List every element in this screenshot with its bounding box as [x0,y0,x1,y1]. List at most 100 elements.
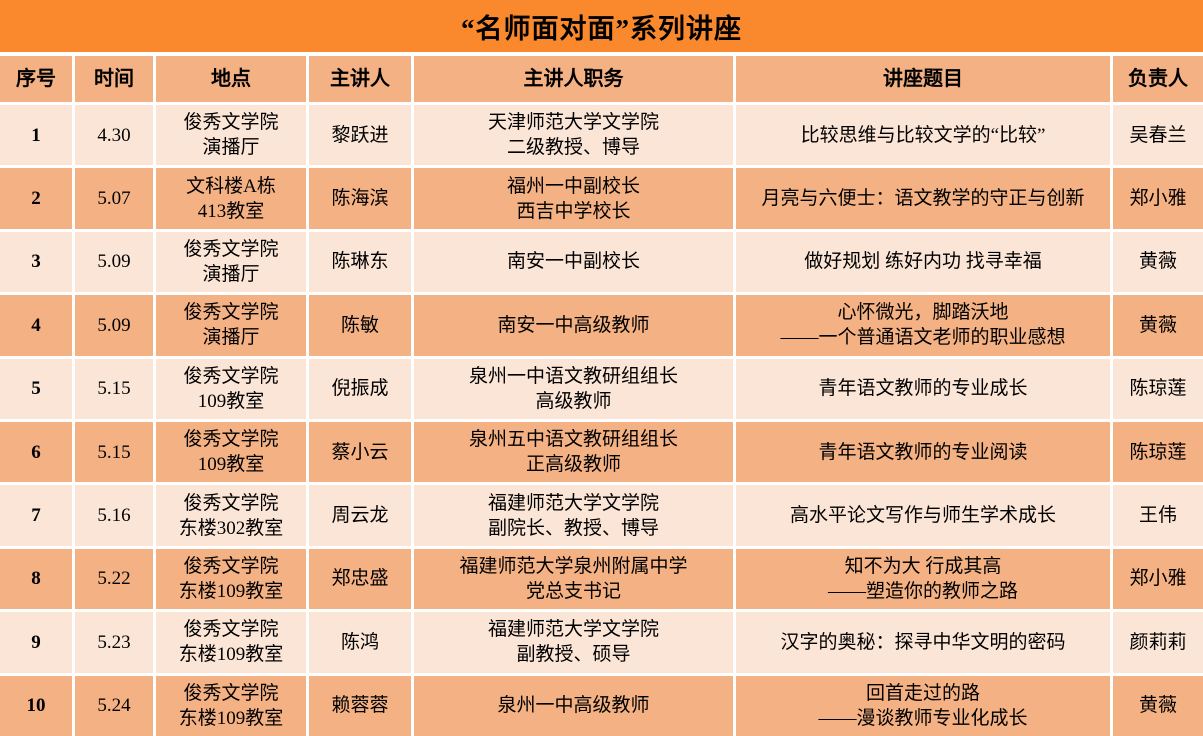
cell-line: 5.24 [97,695,131,717]
cell-line: 6 [31,441,41,463]
cell-speaker: 陈海滨 [309,168,411,229]
cell-line: 正高级教师 [525,454,621,476]
cell-line: 俊秀文学院 [183,682,279,704]
cell-position: 泉州一中语文教研组组长 高级教师 [414,358,733,419]
header-cell-time: 时间 [75,56,153,102]
cell-line: 东楼109教室 [178,707,284,729]
cell-line: 2 [31,188,41,210]
cell-line: 泉州一中高级教师 [497,695,650,717]
cell-line: 3 [31,251,41,273]
cell-time: 5.15 [75,358,153,419]
cell-topic: 比较思维与比较文学的“比较” [736,105,1110,166]
cell-line: 周云龙 [331,505,389,527]
cell-line: 汉字的奥秘：探寻中华文明的密码 [780,631,1066,653]
cell-time: 5.24 [75,675,153,736]
cell-topic: 月亮与六便士：语文教学的守正与创新 [736,168,1110,229]
cell-manager: 颜莉莉 [1113,612,1203,673]
header-cell-manager: 负责人 [1113,56,1203,102]
cell-line: 文科楼A栋 [186,175,276,197]
cell-place: 俊秀文学院 东楼302教室 [156,485,306,546]
cell-line: 福建师范大学泉州附属中学 [459,555,688,577]
cell-line: 高水平论文写作与师生学术成长 [789,505,1056,527]
cell-index: 3 [0,231,72,293]
cell-line: 青年语文教师的专业成长 [818,378,1028,400]
cell-line: 东楼109教室 [178,580,284,602]
cell-time: 5.15 [75,422,153,483]
schedule-table: 序号 时间 地点 主讲人 主讲人职务 讲座题目 负责人 1 4.30 俊秀文学院… [0,56,1203,736]
cell-topic: 汉字的奥秘：探寻中华文明的密码 [736,612,1110,673]
header-cell-place: 地点 [156,56,306,102]
cell-position: 南安一中副校长 [414,231,733,293]
header-cell-position: 主讲人职务 [414,56,733,102]
cell-topic: 高水平论文写作与师生学术成长 [736,485,1110,546]
cell-topic: 做好规划 练好内功 找寻幸福 [736,231,1110,293]
cell-line: 5.09 [97,251,131,273]
cell-line: 心怀微光，脚踏沃地 [837,302,1009,324]
cell-line: 赖蓉蓉 [331,695,389,717]
header-cell-topic: 讲座题目 [736,56,1110,102]
cell-time: 5.07 [75,168,153,229]
cell-time: 5.16 [75,485,153,546]
cell-speaker: 陈琳东 [309,231,411,293]
cell-line: 俊秀文学院 [183,238,279,260]
cell-speaker: 陈敏 [309,295,411,356]
cell-line: 5 [31,378,41,400]
page-title: “名师面对面”系列讲座 [461,13,742,44]
cell-line: 5.16 [97,505,131,527]
cell-line: 俊秀文学院 [183,365,279,387]
cell-position: 福建师范大学泉州附属中学 党总支书记 [414,548,733,610]
cell-line: 副院长、教授、博导 [487,517,659,539]
cell-manager: 王伟 [1113,485,1203,546]
cell-speaker: 黎跃进 [309,105,411,166]
cell-index: 6 [0,422,72,483]
cell-line: 知不为大 行成其高 [844,555,1002,577]
cell-line: 109教室 [197,390,265,412]
cell-manager: 郑小雅 [1113,548,1203,610]
cell-line: 月亮与六便士：语文教学的守正与创新 [761,188,1085,210]
cell-topic: 青年语文教师的专业成长 [736,358,1110,419]
cell-line: 陈鸿 [340,631,379,653]
cell-line: 青年语文教师的专业阅读 [818,441,1028,463]
cell-place: 俊秀文学院东楼109教室 [156,548,306,610]
cell-speaker: 郑忠盛 [309,548,411,610]
cell-speaker: 赖蓉蓉 [309,675,411,736]
cell-line: 俊秀文学院 [183,112,279,134]
cell-line: 陈琳东 [331,251,389,273]
cell-line: 10 [26,695,46,717]
cell-line: 俊秀文学院 [183,555,279,577]
cell-line: 413教室 [197,200,265,222]
cell-speaker: 倪振成 [309,358,411,419]
cell-line: 比较思维与比较文学的“比较” [800,124,1046,146]
cell-manager: 黄薇 [1113,231,1203,293]
cell-line: 4 [31,314,41,336]
cell-line: 泉州五中语文教研组组长 [468,429,678,451]
cell-place: 俊秀文学院东楼109教室 [156,675,306,736]
cell-line: 5.22 [97,568,131,590]
cell-position: 福建师范大学文学院 副院长、教授、博导 [414,485,733,546]
cell-time: 5.22 [75,548,153,610]
cell-topic: 心怀微光，脚踏沃地 ——一个普通语文老师的职业感想 [736,295,1110,356]
cell-line: 陈琼莲 [1129,441,1187,463]
cell-line: 黄薇 [1138,251,1177,273]
cell-line: 福建师范大学文学院 [487,619,659,641]
cell-place: 俊秀文学院 东楼109教室 [156,612,306,673]
cell-index: 4 [0,295,72,356]
cell-line: 黎跃进 [331,124,389,146]
cell-line: 西吉中学校长 [516,200,631,222]
cell-place: 俊秀文学院 109教室 [156,422,306,483]
cell-line: 7 [31,505,41,527]
cell-line: 9 [31,631,41,653]
cell-position: 福建师范大学文学院 副教授、硕导 [414,612,733,673]
cell-line: 演播厅 [202,137,260,159]
cell-manager: 吴春兰 [1113,105,1203,166]
cell-line: 东楼109教室 [178,644,284,666]
cell-line: 回首走过的路 [865,682,980,704]
cell-manager: 黄薇 [1113,675,1203,736]
cell-line: 吴春兰 [1129,124,1187,146]
cell-index: 10 [0,675,72,736]
cell-line: ——一个普通语文老师的职业感想 [780,327,1066,349]
cell-speaker: 蔡小云 [309,422,411,483]
cell-line: 5.23 [97,631,131,653]
cell-index: 2 [0,168,72,229]
cell-topic: 回首走过的路 ——漫谈教师专业化成长 [736,675,1110,736]
